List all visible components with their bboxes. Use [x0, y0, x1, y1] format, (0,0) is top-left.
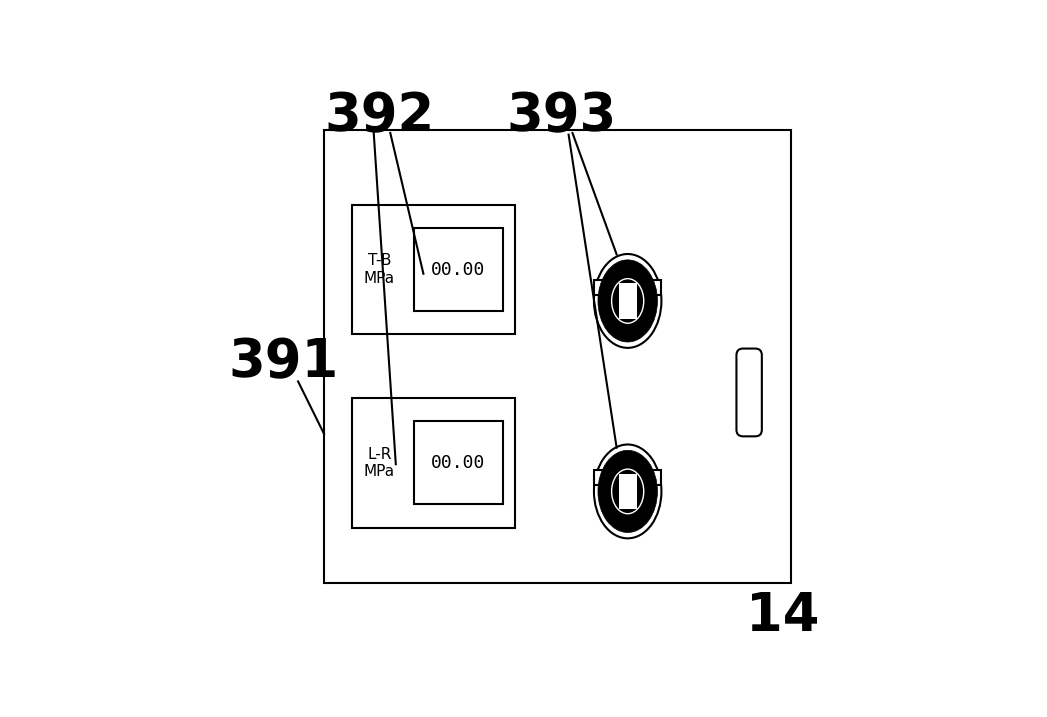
Bar: [594, 280, 662, 295]
Text: 00.00: 00.00: [431, 454, 486, 472]
Bar: [414, 422, 504, 504]
Bar: [352, 205, 514, 334]
Bar: [352, 398, 514, 528]
Text: 增压  减压  停: 增压 减压 停: [608, 282, 647, 292]
Text: L-R
MPa: L-R MPa: [363, 447, 395, 479]
Text: 00.00: 00.00: [431, 260, 486, 279]
Ellipse shape: [598, 450, 658, 533]
Bar: [594, 470, 662, 485]
Text: 392: 392: [325, 90, 435, 143]
Text: 391: 391: [228, 336, 339, 388]
Ellipse shape: [594, 254, 662, 348]
Ellipse shape: [598, 260, 658, 342]
Ellipse shape: [594, 445, 662, 538]
FancyBboxPatch shape: [736, 348, 762, 437]
Bar: [619, 474, 637, 509]
Text: 14: 14: [745, 590, 819, 642]
Text: 393: 393: [507, 90, 617, 143]
Bar: [414, 228, 504, 311]
Bar: [619, 283, 637, 318]
Bar: [324, 130, 790, 583]
Text: 增压  减压  停: 增压 减压 停: [608, 473, 647, 483]
Text: T-B
MPa: T-B MPa: [363, 253, 395, 286]
